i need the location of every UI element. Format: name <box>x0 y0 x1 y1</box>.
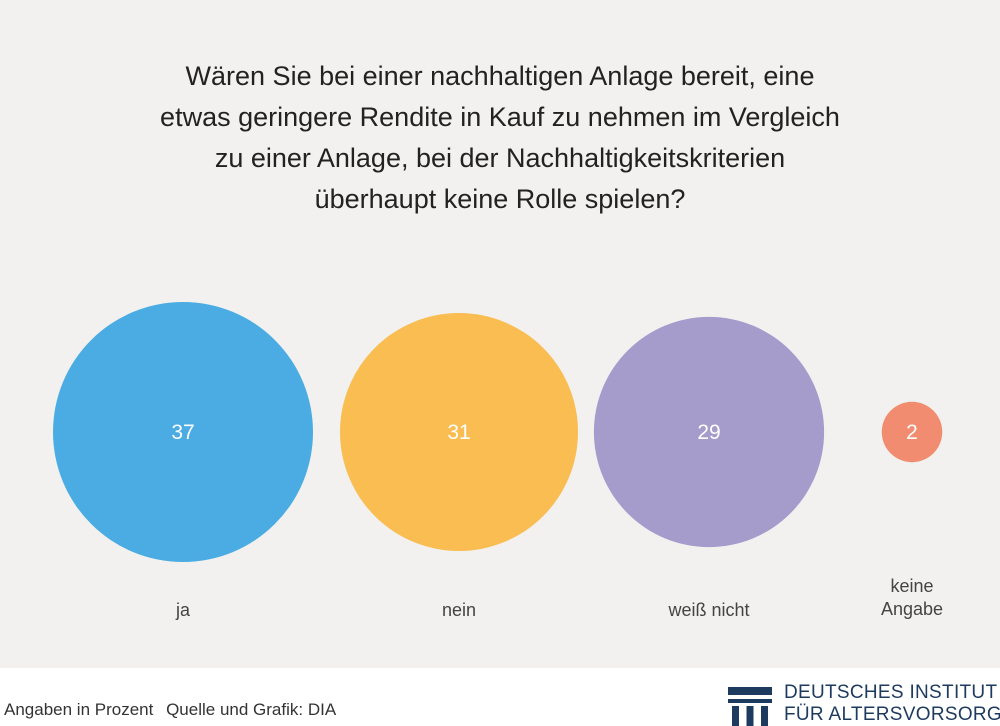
category-label-ja: ja <box>175 600 191 620</box>
title-line-1: Wären Sie bei einer nachhaltigen Anlage … <box>185 61 815 91</box>
category-label-weiss-nicht: weiß nicht <box>667 600 749 620</box>
unit-note: Angaben in Prozent <box>4 700 154 719</box>
value-label-ja: 37 <box>171 421 194 444</box>
title-line-3: zu einer Anlage, bei der Nachhaltigkeits… <box>214 143 786 173</box>
institute-name-line-2: FÜR ALTERSVORSORGE <box>784 704 1000 725</box>
source-line: Angaben in Prozent Quelle und Grafik: DI… <box>4 700 344 720</box>
bubble-chart: 37 ja 31 nein 29 weiß nicht 2 keine Angabe <box>53 302 943 620</box>
title-line-4: überhaupt keine Rolle spielen? <box>314 184 686 214</box>
title-line-2: etwas geringere Rendite in Kauf zu nehme… <box>160 102 840 132</box>
value-label-keine-angabe: 2 <box>906 421 918 444</box>
source-note: Quelle und Grafik: DIA <box>166 700 337 719</box>
institute-logo-icon <box>728 687 772 726</box>
footer: Angaben in Prozent Quelle und Grafik: DI… <box>0 668 1000 726</box>
category-label-keine-angabe-2: Angabe <box>881 599 943 619</box>
value-label-nein: 31 <box>447 421 470 444</box>
institute-name-line-1: DEUTSCHES INSTITUT <box>784 682 998 703</box>
category-label-nein: nein <box>442 600 476 620</box>
value-label-weiss-nicht: 29 <box>697 421 720 444</box>
bubble-ja <box>53 302 313 562</box>
bubble-nein <box>340 313 578 551</box>
institute-name: DEUTSCHES INSTITUT FÜR ALTERSVORSORGE <box>784 682 1000 726</box>
bubble-weiss-nicht <box>593 316 825 548</box>
bubble-keine-angabe <box>881 401 943 463</box>
chart-title: Wären Sie bei einer nachhaltigen Anlage … <box>100 56 900 220</box>
category-label-keine-angabe-1: keine <box>890 576 933 596</box>
